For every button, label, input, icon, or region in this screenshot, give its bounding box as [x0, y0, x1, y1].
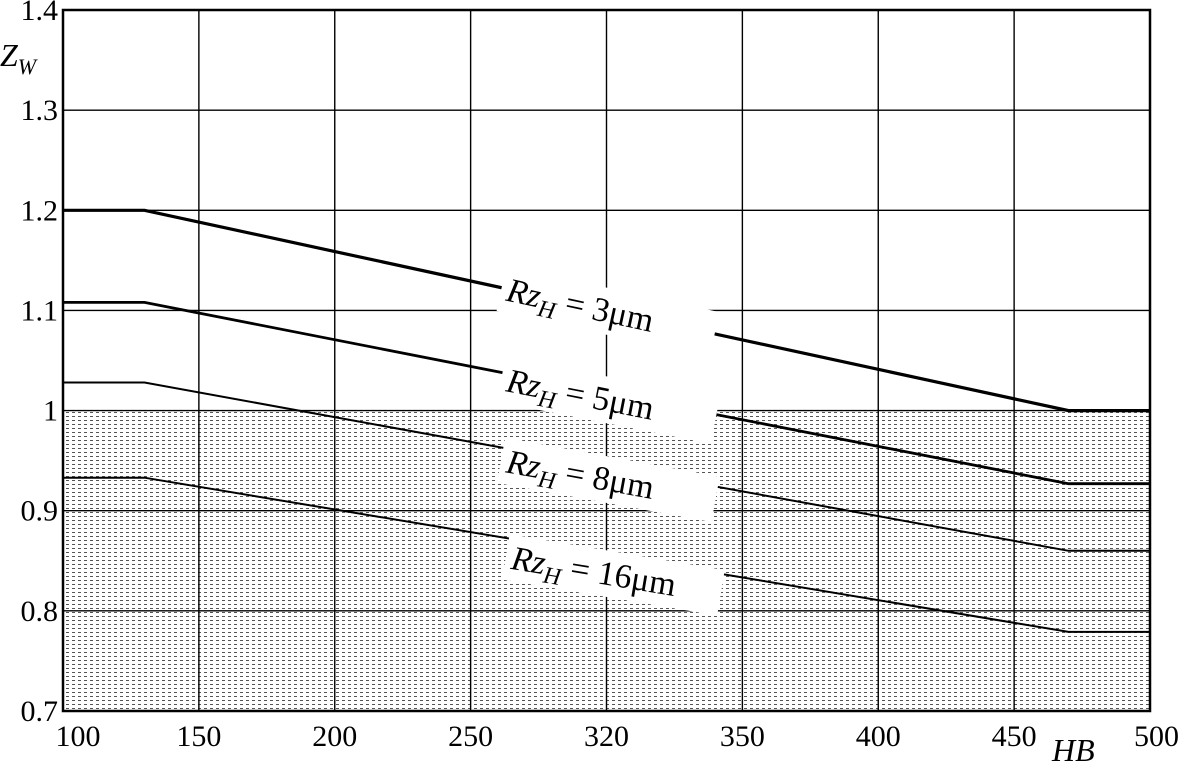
x-tick-label-450: 450: [992, 720, 1037, 753]
x-tick-label-400: 400: [856, 720, 901, 753]
x-tick-label-500: 500: [1134, 720, 1179, 753]
curve-label-bg-4: [502, 534, 725, 616]
x-tick-label-200: 200: [312, 720, 357, 753]
y-tick-label-1: 1: [43, 395, 58, 428]
curve-label-bg-2: [496, 356, 720, 444]
y-tick-label-0.7: 0.7: [21, 695, 59, 728]
y-tick-label-0.8: 0.8: [21, 595, 59, 628]
curve-label-bg-3: [496, 437, 720, 522]
x-tick-label-150: 150: [176, 720, 221, 753]
curve-label-bg-1: [496, 265, 720, 358]
y-tick-label-1.1: 1.1: [21, 294, 59, 327]
x-tick-label-100: 100: [56, 720, 101, 753]
plot-frame: [61, 8, 1152, 713]
y-tick-label-1.3: 1.3: [21, 94, 59, 127]
x-tick-label-320: 320: [584, 720, 629, 753]
x-tick-label-350: 350: [720, 720, 765, 753]
x-axis-title: HB: [1051, 732, 1095, 766]
y-axis-title: ZW: [0, 37, 38, 79]
y-tick-label-1.4: 1.4: [21, 0, 59, 27]
y-tick-label-1.2: 1.2: [21, 194, 59, 227]
x-tick-label-250: 250: [448, 720, 493, 753]
curve-label-group-1: RzH = 3μm: [496, 265, 720, 358]
y-tick-label-0.9: 0.9: [21, 495, 59, 528]
